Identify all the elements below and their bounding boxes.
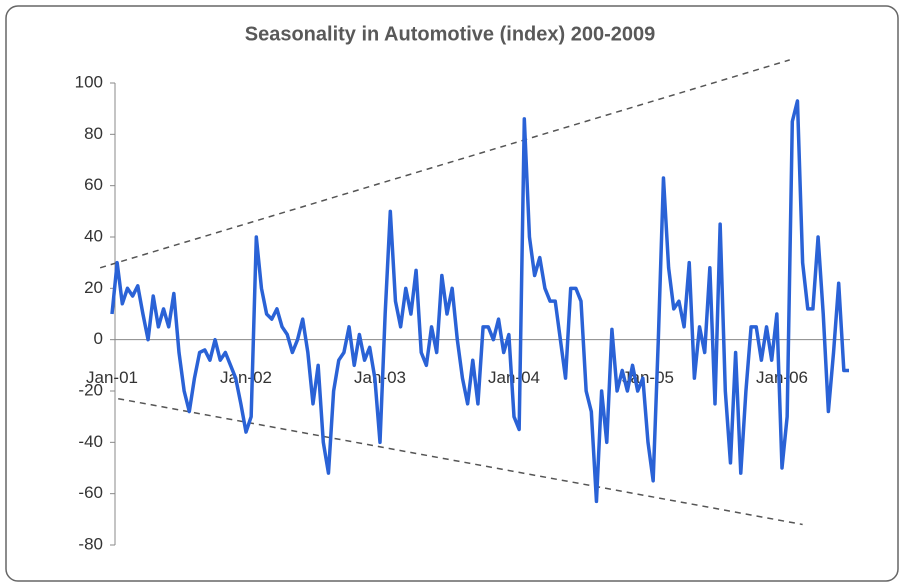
y-tick-label: 100 xyxy=(75,72,103,91)
x-tick-label: Jan-03 xyxy=(354,368,406,387)
x-tick-label: Jan-06 xyxy=(756,368,808,387)
x-tick-label: Jan-04 xyxy=(488,368,540,387)
y-tick-label: 20 xyxy=(84,278,103,297)
y-tick-label: -20 xyxy=(78,380,103,399)
trend-line xyxy=(118,397,803,526)
data-line xyxy=(110,99,849,504)
y-tick-label: -80 xyxy=(78,534,103,553)
y-tick-label: 40 xyxy=(84,226,103,245)
x-tick-label: Jan-01 xyxy=(86,368,138,387)
chart-title: Seasonality in Automotive (index) 200-20… xyxy=(245,23,656,45)
y-tick-label: 80 xyxy=(84,124,103,143)
y-tick-label: -60 xyxy=(78,483,103,502)
x-tick-label: Jan-02 xyxy=(220,368,272,387)
y-tick-label: 0 xyxy=(94,329,103,348)
y-tick-label: 60 xyxy=(84,175,103,194)
y-tick-label: -40 xyxy=(78,432,103,451)
